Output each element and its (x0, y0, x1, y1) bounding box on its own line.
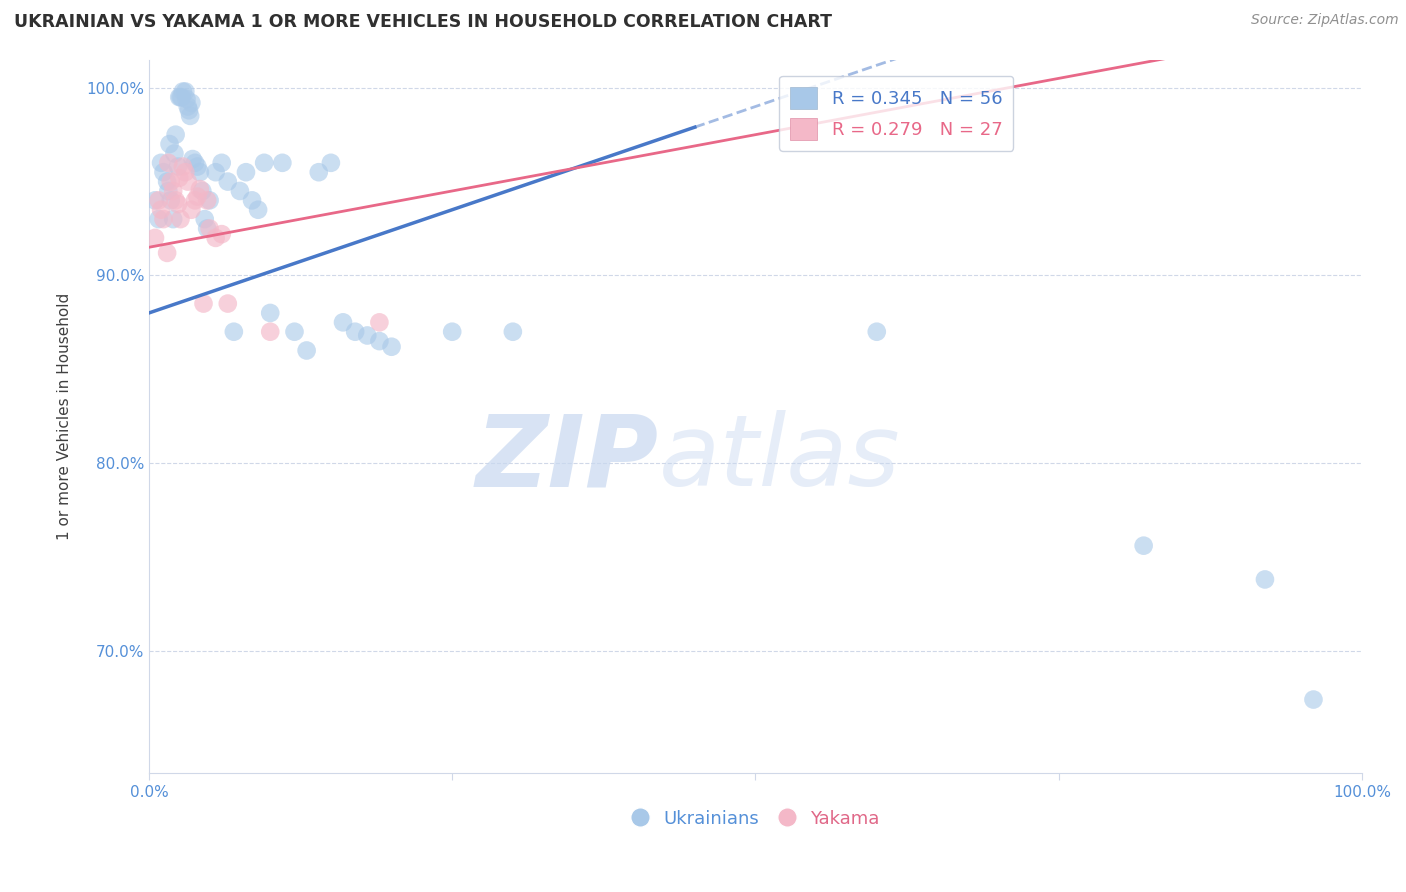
Point (211, 156, 233, 170)
Point (143, 194, 166, 208)
Point (172, 85, 194, 99)
Legend: Ukrainians, Yakama: Ukrainians, Yakama (624, 803, 887, 835)
Point (186, 189, 208, 203)
Point (204, 231, 226, 245)
Point (259, 325, 281, 339)
Point (344, 325, 367, 339)
Point (169, 212, 191, 227)
Point (191, 184, 214, 198)
Point (188, 182, 211, 196)
Point (188, 165, 211, 179)
Text: atlas: atlas (658, 410, 900, 508)
Text: ZIP: ZIP (475, 410, 658, 508)
Point (143, 231, 166, 245)
Point (184, 156, 207, 170)
Point (502, 325, 524, 339)
Point (295, 343, 318, 358)
Point (240, 194, 263, 208)
Point (167, 160, 190, 174)
Point (356, 328, 378, 343)
Point (167, 170, 190, 185)
Point (204, 165, 226, 179)
Point (222, 325, 245, 339)
Point (184, 194, 207, 208)
Point (167, 197, 190, 211)
Point (148, 212, 170, 227)
Point (247, 202, 270, 217)
Point (866, 325, 889, 339)
Point (179, 109, 201, 123)
Point (193, 296, 215, 310)
Point (174, 165, 197, 179)
Point (181, 152, 204, 166)
Point (380, 340, 402, 354)
Point (156, 175, 179, 189)
Point (198, 221, 221, 235)
Point (162, 212, 184, 227)
Point (368, 334, 391, 348)
Point (308, 165, 330, 179)
Point (332, 315, 354, 329)
Point (159, 194, 181, 208)
Point (152, 165, 174, 179)
Point (211, 227, 233, 241)
Point (217, 296, 239, 310)
Point (180, 95, 202, 110)
Point (157, 156, 180, 170)
Point (172, 160, 194, 174)
Point (167, 90, 190, 104)
Point (177, 99, 200, 113)
Point (253, 156, 276, 170)
Point (194, 212, 217, 227)
Point (195, 221, 218, 235)
Point (198, 194, 221, 208)
Point (441, 325, 464, 339)
Point (165, 128, 187, 142)
Point (235, 165, 257, 179)
Point (271, 156, 294, 170)
Point (163, 146, 186, 161)
Point (180, 202, 202, 217)
Point (319, 156, 342, 170)
Point (1302, 692, 1324, 706)
Point (1254, 573, 1277, 587)
Point (159, 175, 181, 189)
Point (176, 92, 198, 106)
Text: UKRAINIAN VS YAKAMA 1 OR MORE VEHICLES IN HOUSEHOLD CORRELATION CHART: UKRAINIAN VS YAKAMA 1 OR MORE VEHICLES I… (14, 13, 832, 31)
Point (148, 194, 170, 208)
Point (150, 202, 173, 217)
Point (157, 184, 180, 198)
Point (217, 175, 239, 189)
Text: Source: ZipAtlas.com: Source: ZipAtlas.com (1251, 13, 1399, 28)
Point (368, 315, 391, 329)
Point (259, 306, 281, 320)
Point (1132, 539, 1154, 553)
Point (169, 90, 191, 104)
Point (186, 160, 208, 174)
Point (170, 90, 193, 104)
Point (156, 246, 179, 260)
Point (174, 85, 197, 99)
Point (229, 184, 252, 198)
Point (159, 136, 181, 151)
Point (162, 184, 184, 198)
Point (177, 103, 200, 118)
Point (283, 325, 305, 339)
Point (177, 175, 200, 189)
Y-axis label: 1 or more Vehicles in Household: 1 or more Vehicles in Household (58, 293, 72, 540)
Point (152, 212, 174, 227)
Point (150, 156, 173, 170)
Point (195, 194, 218, 208)
Point (165, 194, 187, 208)
